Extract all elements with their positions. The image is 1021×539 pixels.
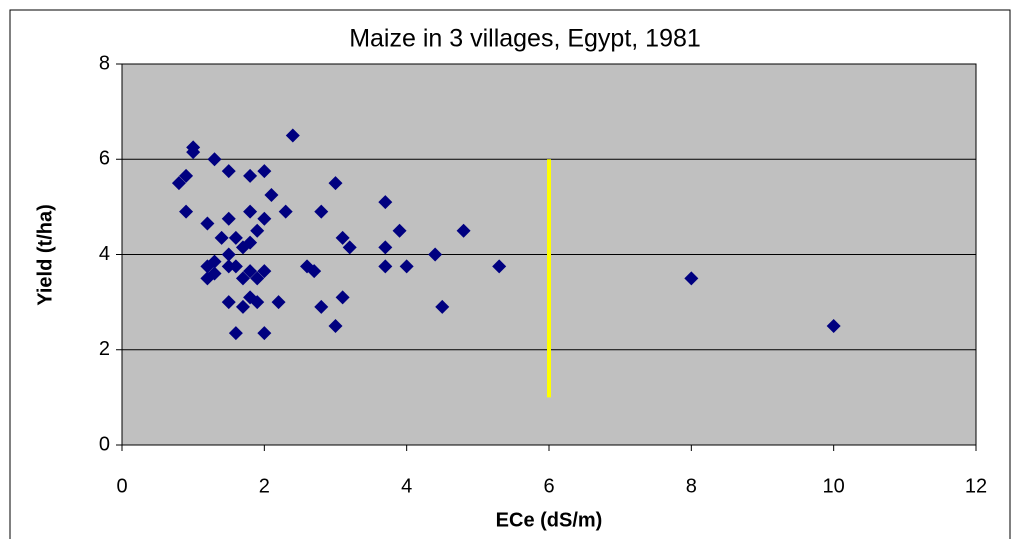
point [392, 223, 407, 238]
point [257, 264, 272, 279]
point [285, 128, 300, 143]
point [207, 152, 222, 167]
x-tick-label: 0 [116, 475, 127, 497]
point [250, 295, 265, 310]
point [399, 259, 414, 274]
point [179, 168, 194, 183]
plot-border [121, 63, 977, 446]
point [257, 211, 272, 226]
point [307, 264, 322, 279]
point [228, 230, 243, 245]
x-tick-label: 10 [823, 475, 845, 497]
point [221, 247, 236, 262]
point [264, 187, 279, 202]
point [378, 195, 393, 210]
point [314, 299, 329, 314]
point [250, 271, 265, 286]
y-tick-label: 8 [99, 52, 110, 74]
y-tick-label: 0 [99, 433, 110, 455]
point [221, 259, 236, 274]
point [328, 318, 343, 333]
point [271, 295, 286, 310]
point [314, 204, 329, 219]
point [221, 164, 236, 179]
point [221, 295, 236, 310]
x-tick-label: 6 [543, 475, 554, 497]
point [235, 240, 250, 255]
point [207, 266, 222, 281]
point [342, 240, 357, 255]
point [335, 230, 350, 245]
x-tick-label: 4 [401, 475, 412, 497]
x-tick-label: 8 [686, 475, 697, 497]
point [826, 318, 841, 333]
point [250, 223, 265, 238]
y-tick-label: 2 [99, 338, 110, 360]
x-axis-title: ECe (dS/m) [496, 509, 603, 531]
point [428, 247, 443, 262]
point [684, 271, 699, 286]
point [243, 264, 258, 279]
point [200, 216, 215, 231]
point [171, 176, 186, 191]
point [243, 168, 258, 183]
point [228, 259, 243, 274]
point [257, 326, 272, 341]
point [228, 326, 243, 341]
point [378, 240, 393, 255]
point [214, 230, 229, 245]
chart-title: Maize in 3 villages, Egypt, 1981 [349, 25, 701, 53]
point [435, 299, 450, 314]
y-tick-label: 4 [99, 243, 110, 265]
point [278, 204, 293, 219]
point [378, 259, 393, 274]
point [235, 299, 250, 314]
point [243, 204, 258, 219]
point [456, 223, 471, 238]
y-tick-label: 6 [99, 148, 110, 170]
x-tick-label: 12 [965, 475, 987, 497]
point [200, 259, 215, 274]
point [335, 290, 350, 305]
point [492, 259, 507, 274]
y-axis-title: Yield (t/ha) [34, 204, 56, 305]
x-tick-label: 2 [259, 475, 270, 497]
point [257, 164, 272, 179]
point [221, 211, 236, 226]
point [235, 271, 250, 286]
point [186, 145, 201, 160]
point [328, 176, 343, 191]
point [179, 204, 194, 219]
